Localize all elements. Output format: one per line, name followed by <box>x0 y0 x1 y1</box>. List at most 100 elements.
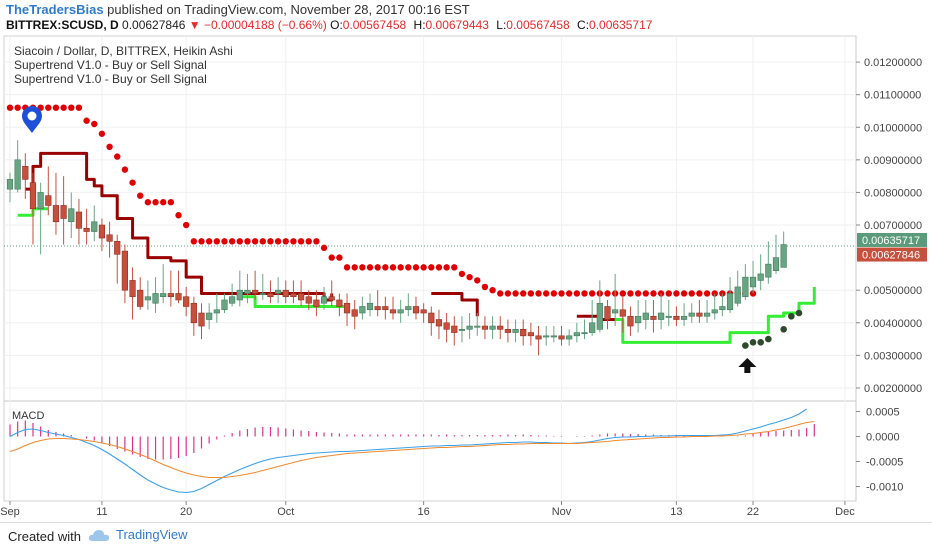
candle <box>190 302 197 324</box>
candle <box>780 244 787 268</box>
candle <box>144 296 151 301</box>
candle <box>443 322 450 330</box>
sell-dot <box>182 221 190 229</box>
sell-dot <box>6 104 14 111</box>
sell-dot <box>167 199 175 206</box>
change-value: −0.00004188 (−0.66%) <box>204 18 327 32</box>
close-value: 0.00635717 <box>589 18 653 32</box>
legend-main-series[interactable]: Siacoin / Dollar, D, BITTREX, Heikin Ash… <box>14 44 233 58</box>
candle <box>167 293 174 298</box>
candle <box>83 227 90 232</box>
price-label: 0.00635717 <box>862 235 920 247</box>
x-tick-label: 20 <box>180 506 192 518</box>
sell-dot <box>435 264 443 271</box>
candle <box>543 335 550 338</box>
macd-y-tick-label: 0.0005 <box>866 407 900 419</box>
change-arrow: ▼ <box>188 18 201 32</box>
candle <box>612 309 619 314</box>
y-tick-label: 0.00200000 <box>864 383 922 395</box>
open-label: O: <box>330 18 343 32</box>
candle <box>389 309 397 314</box>
candle <box>152 293 159 304</box>
candle <box>6 179 14 190</box>
candle <box>91 221 98 232</box>
sell-dot <box>328 254 335 261</box>
x-tick-label: 16 <box>418 506 430 518</box>
author-name[interactable]: TheTradersBias <box>6 2 104 17</box>
sell-dot <box>504 290 512 297</box>
sell-dot <box>205 238 213 245</box>
sell-dot <box>573 290 581 297</box>
candle <box>627 315 634 327</box>
sell-dot <box>481 283 489 291</box>
sell-dot <box>680 290 688 297</box>
candle <box>297 293 305 301</box>
sell-dot <box>213 238 221 245</box>
publish-info: published on TradingView.com, November 2… <box>107 2 470 17</box>
sell-dot <box>320 244 328 252</box>
sell-dot <box>236 238 243 245</box>
sell-dot <box>98 130 106 137</box>
candle <box>336 299 343 307</box>
sell-dot <box>458 270 466 278</box>
sell-dot <box>91 120 98 128</box>
candle <box>75 211 83 229</box>
candle <box>221 299 228 311</box>
sell-dot <box>290 238 297 245</box>
candle <box>703 312 711 317</box>
candle <box>160 293 167 298</box>
macd-panel: 0.0005 0.0000 -0.0005 -0.0010 <box>9 407 903 494</box>
candle <box>274 289 282 294</box>
sell-dot <box>374 264 381 271</box>
candle <box>711 309 718 314</box>
candle <box>535 335 542 340</box>
candle <box>320 296 328 304</box>
price-chart[interactable]: 0.01200000 0.01100000 0.01000000 0.00900000… <box>0 34 932 522</box>
candle <box>757 273 764 281</box>
sell-dot <box>405 264 412 271</box>
macd-legend[interactable]: MACD <box>12 410 45 422</box>
signal-markers <box>21 106 757 373</box>
macd-line <box>9 408 807 494</box>
candle <box>589 322 596 333</box>
sell-dot <box>489 286 496 294</box>
supertrend-sell-dots <box>6 104 757 297</box>
candle <box>665 315 672 318</box>
candle <box>566 335 573 340</box>
sell-dot <box>588 290 596 297</box>
price-label-bg <box>857 247 927 262</box>
sell-dot <box>497 290 504 297</box>
candle <box>772 257 780 271</box>
legend-indicator-2[interactable]: Supertrend V1.0 - Buy or Sell Signal <box>14 72 207 86</box>
candle <box>359 306 366 314</box>
candle <box>635 315 642 324</box>
candle <box>596 302 603 330</box>
sell-dot <box>351 264 358 271</box>
sell-dot <box>581 290 588 297</box>
sell-dot <box>565 290 573 297</box>
created-with-text: Created with <box>8 529 81 544</box>
sell-dot <box>474 277 481 284</box>
tradingview-logo[interactable]: TradingView <box>88 527 188 542</box>
legend-indicator-1[interactable]: Supertrend V1.0 - Buy or Sell Signal <box>14 58 207 72</box>
candle <box>680 315 688 320</box>
sell-dot <box>634 290 642 297</box>
sell-dot <box>650 290 657 297</box>
close-label: C: <box>577 18 590 32</box>
x-tick-label: 11 <box>96 506 107 518</box>
sell-dot <box>527 290 535 297</box>
candle <box>765 263 772 278</box>
buy-dot <box>749 339 757 346</box>
sell-dot <box>359 264 366 271</box>
sell-dot <box>244 238 251 245</box>
candle <box>68 208 75 223</box>
candle <box>206 312 213 320</box>
sell-dot <box>466 273 473 281</box>
candle <box>512 329 519 333</box>
candle <box>213 309 220 314</box>
buy-arrow-icon <box>738 358 757 373</box>
y-tick-label: 0.01200000 <box>864 57 922 69</box>
candle <box>657 312 665 320</box>
time-axis: Sep 11 20 Oct 16 Nov 13 22 Dec <box>0 501 855 518</box>
y-tick-label: 0.00300000 <box>864 350 922 362</box>
